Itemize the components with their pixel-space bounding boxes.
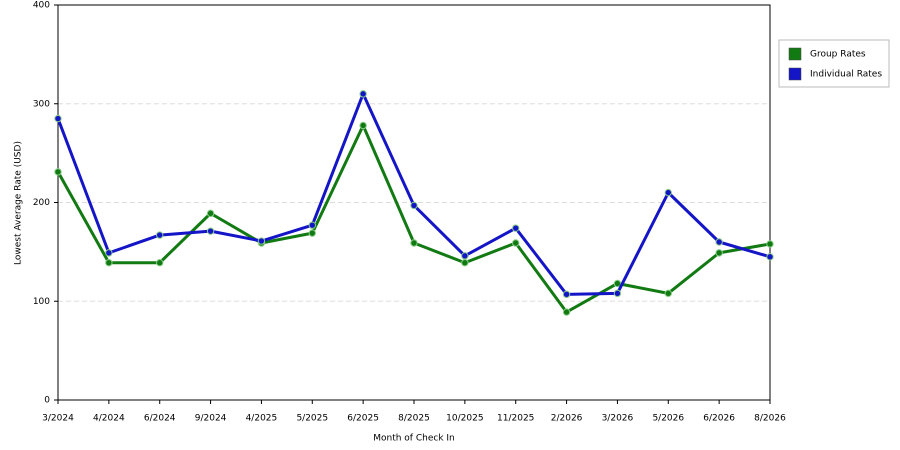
x-axis-label: Month of Check In [373, 434, 455, 444]
legend-swatch [788, 67, 802, 81]
x-tick-label: 6/2024 [144, 414, 176, 424]
x-tick-label: 8/2026 [754, 414, 786, 424]
data-point [461, 259, 469, 267]
x-tick-label: 4/2024 [93, 414, 125, 424]
data-point [766, 253, 774, 261]
data-point [613, 289, 622, 298]
data-point [359, 121, 367, 130]
data-point [105, 249, 113, 257]
legend-label: Group Rates [810, 50, 866, 60]
data-point [715, 238, 723, 246]
data-point [206, 209, 215, 218]
x-tick-label: 6/2025 [347, 414, 379, 424]
data-point [613, 279, 622, 288]
x-tick-label: 6/2026 [703, 414, 735, 424]
data-point [512, 224, 520, 232]
data-point [54, 168, 62, 176]
x-tick-label: 9/2024 [195, 414, 227, 424]
series-line [56, 92, 771, 296]
x-tick-label: 5/2025 [296, 414, 328, 424]
legend-swatch [788, 47, 802, 61]
x-tick-label: 8/2025 [398, 414, 430, 424]
data-point [54, 114, 62, 123]
y-tick-label: 400 [33, 1, 50, 11]
legend-label: Individual Rates [810, 70, 882, 80]
y-axis-label: Lowest Average Rate (USD) [14, 141, 24, 265]
y-tick-label: 200 [33, 198, 50, 208]
data-point [512, 239, 520, 247]
series-line [56, 123, 771, 314]
data-point [156, 231, 164, 239]
data-point [664, 188, 672, 197]
data-point [156, 259, 164, 267]
data-point [410, 201, 418, 210]
data-point [410, 239, 418, 247]
data-point [715, 249, 723, 257]
x-tick-label: 3/2026 [602, 414, 634, 424]
data-point [562, 290, 571, 299]
data-point [257, 237, 266, 245]
x-tick-label: 11/2025 [497, 414, 534, 424]
data-point [461, 252, 469, 260]
data-point [359, 90, 367, 98]
y-tick-label: 300 [33, 99, 50, 109]
data-point [308, 221, 316, 229]
y-tick-label: 0 [44, 396, 50, 406]
data-point [562, 308, 571, 316]
x-tick-label: 5/2026 [652, 414, 684, 424]
x-tick-label: 2/2026 [551, 414, 583, 424]
x-tick-label: 10/2025 [446, 414, 483, 424]
y-tick-label: 100 [33, 297, 50, 307]
data-point [105, 259, 113, 267]
data-point [308, 229, 316, 237]
data-point [206, 227, 215, 235]
data-point [664, 289, 672, 298]
data-point [766, 240, 774, 248]
x-tick-label: 3/2024 [42, 414, 74, 424]
x-tick-label: 4/2025 [246, 414, 278, 424]
